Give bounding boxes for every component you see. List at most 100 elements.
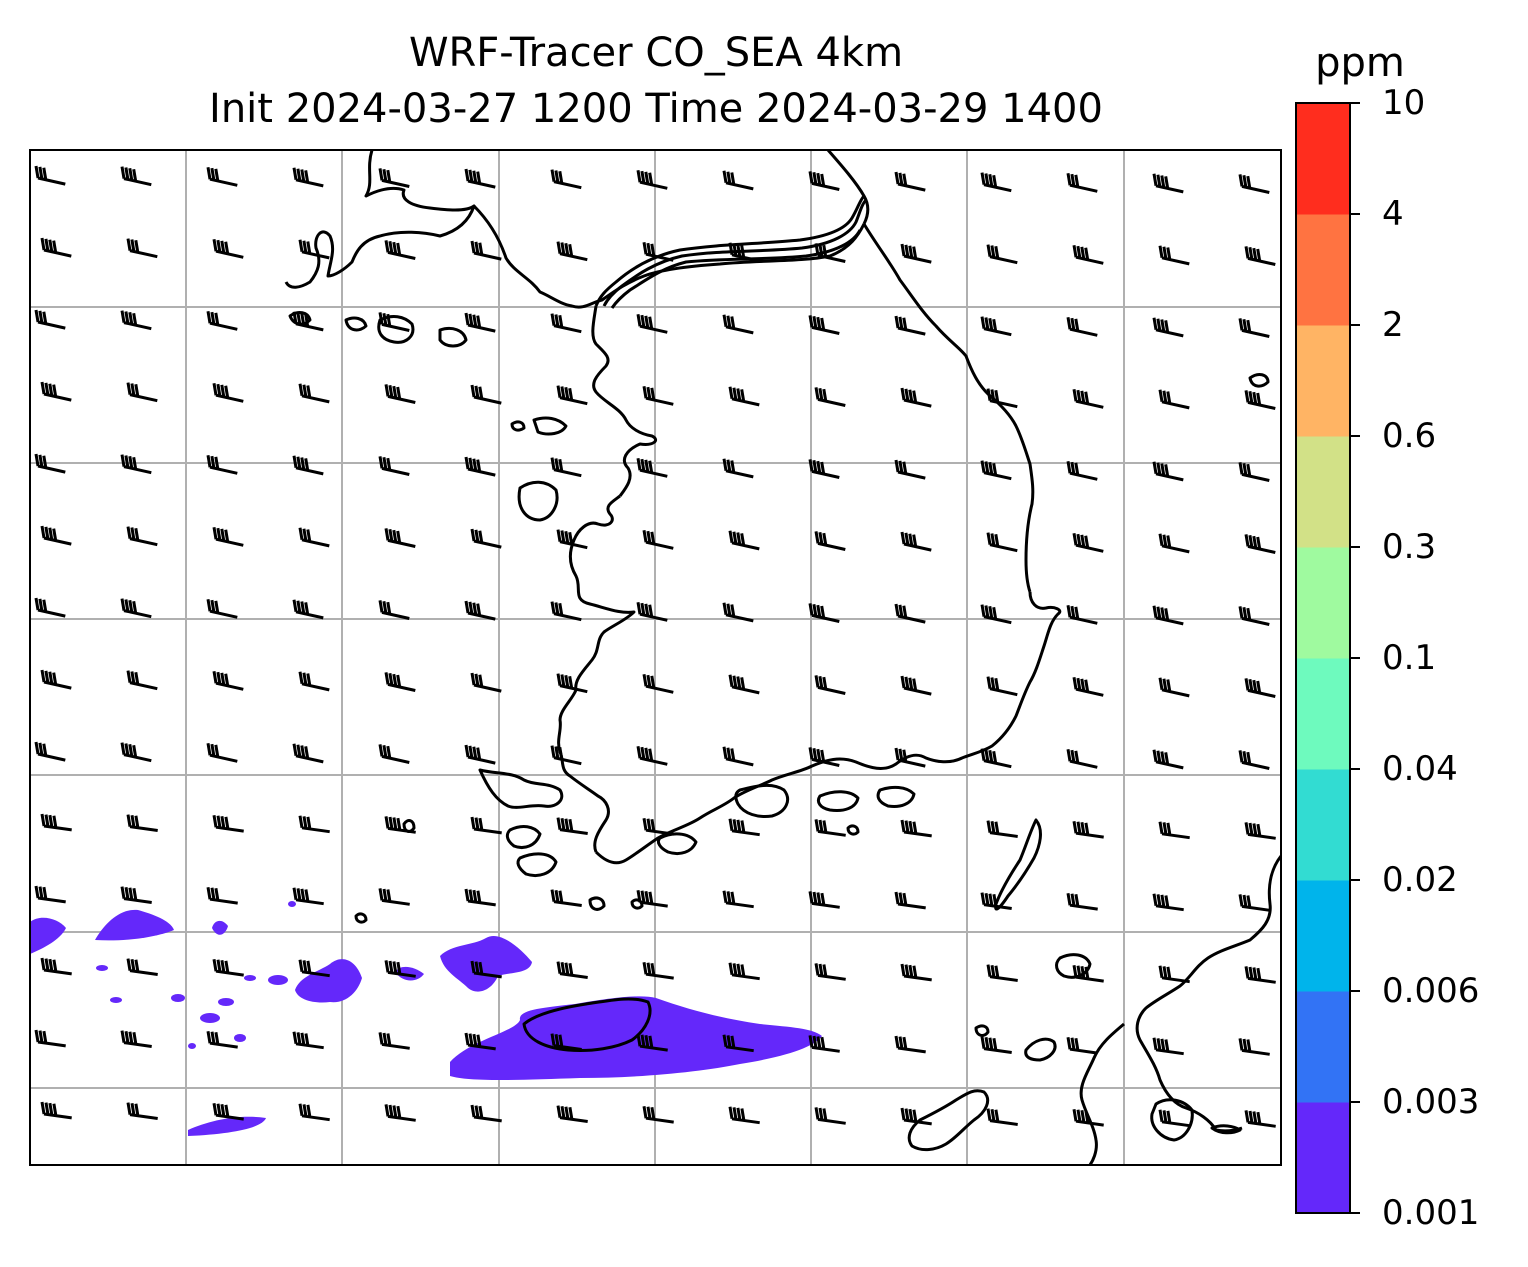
wind-barb xyxy=(120,454,152,475)
wind-barb xyxy=(1238,606,1270,626)
colorbar-tick-label: 0.006 xyxy=(1382,971,1480,1011)
wind-barb xyxy=(206,310,238,331)
wind-barb xyxy=(980,460,1012,481)
wind-barb xyxy=(292,599,324,620)
wind-barb xyxy=(126,238,158,259)
island-chain xyxy=(734,783,789,818)
wind-barb xyxy=(384,672,416,692)
wind-barb xyxy=(894,171,926,192)
wind-barb xyxy=(470,384,502,405)
wind-barb xyxy=(728,962,760,981)
map-title-line-2: Init 2024-03-27 1200 Time 2024-03-29 140… xyxy=(209,86,1103,132)
wind-barb xyxy=(34,309,66,330)
coastline-north-korea-west xyxy=(591,305,657,497)
wind-barb xyxy=(1158,533,1190,554)
island-small xyxy=(354,912,368,924)
wind-barb xyxy=(642,817,674,836)
colorbar-tick-label: 0.02 xyxy=(1382,860,1458,900)
wind-barb xyxy=(1238,462,1270,482)
wind-barb xyxy=(642,961,674,980)
wind-barb xyxy=(636,313,668,334)
wind-barb xyxy=(206,454,238,475)
wind-barb xyxy=(550,889,582,907)
wind-barb xyxy=(556,673,588,694)
wind-barb xyxy=(1152,173,1184,194)
wind-barb xyxy=(900,531,932,552)
island-amakusa xyxy=(1150,1098,1194,1142)
wind-barb xyxy=(556,529,588,550)
wind-barb xyxy=(814,531,846,551)
wind-barb xyxy=(550,457,582,478)
wind-barb xyxy=(470,816,502,835)
wind-barb xyxy=(384,384,416,404)
coastline-liaodong xyxy=(472,204,866,309)
wind-barb xyxy=(40,813,72,832)
wind-barb xyxy=(722,1034,754,1053)
wind-barb xyxy=(986,820,1018,838)
wind-barb xyxy=(642,385,674,406)
colorbar-segment xyxy=(1296,880,1350,992)
colorbar-tick-label: 2 xyxy=(1382,305,1404,345)
coastline-korea-west xyxy=(557,494,636,853)
island-small xyxy=(846,824,860,836)
wind-barb xyxy=(1244,966,1276,984)
wind-barb xyxy=(1066,316,1098,337)
wind-barb xyxy=(1066,604,1098,625)
island-small xyxy=(630,898,644,910)
wind-barb xyxy=(900,963,932,982)
island-chain xyxy=(656,832,698,856)
wind-barb xyxy=(642,673,674,694)
wind-barb xyxy=(40,381,72,402)
wind-barb xyxy=(814,243,846,263)
wind-barb xyxy=(292,455,324,476)
wind-barb xyxy=(120,598,152,619)
wind-barb xyxy=(808,459,840,479)
wind-barb xyxy=(206,166,238,187)
wind-barb xyxy=(642,1105,674,1124)
wind-barb xyxy=(464,1032,496,1051)
jeju-island xyxy=(522,997,652,1052)
wind-barb xyxy=(986,1108,1018,1126)
island-bay xyxy=(344,316,368,332)
wind-barb xyxy=(378,456,410,476)
island-chain xyxy=(816,790,860,812)
colorbar xyxy=(1295,102,1360,1214)
wind-barb xyxy=(126,1102,158,1120)
wind-barb xyxy=(292,311,324,332)
wind-barb xyxy=(212,1102,244,1121)
tracer-patch xyxy=(244,975,256,981)
wind-barb xyxy=(900,819,932,838)
wind-barb xyxy=(556,1105,588,1123)
tracer-patch xyxy=(212,920,228,935)
wind-barb xyxy=(212,958,244,977)
wind-barb xyxy=(384,1104,416,1122)
coastlines xyxy=(284,150,1281,1165)
wind-barb xyxy=(120,310,152,331)
wind-barb xyxy=(384,816,416,834)
wind-barb xyxy=(1152,893,1184,912)
wind-barb xyxy=(1072,1108,1104,1127)
wind-barb xyxy=(34,1029,66,1048)
wind-barb xyxy=(206,1030,238,1049)
tracer-patch xyxy=(30,917,66,954)
wind-barb xyxy=(1238,894,1270,912)
island-west-coast xyxy=(510,420,526,432)
wind-barb xyxy=(808,171,840,191)
wind-barb xyxy=(1066,1036,1098,1055)
wind-barb xyxy=(126,814,158,832)
wind-barb xyxy=(556,817,588,835)
wind-barb xyxy=(470,1104,502,1123)
island-west-coast xyxy=(517,480,559,522)
wind-barb xyxy=(814,819,846,837)
wind-barb xyxy=(808,603,840,623)
wind-barb xyxy=(206,742,238,763)
wind-barb xyxy=(808,891,840,909)
wind-barb xyxy=(126,526,158,547)
wind-barb xyxy=(980,316,1012,337)
wind-barb xyxy=(34,741,66,762)
wind-barb xyxy=(986,676,1018,697)
colorbar-segment xyxy=(1296,769,1350,881)
colorbar-tick-label: 0.1 xyxy=(1382,638,1437,678)
wind-barb xyxy=(120,166,152,187)
